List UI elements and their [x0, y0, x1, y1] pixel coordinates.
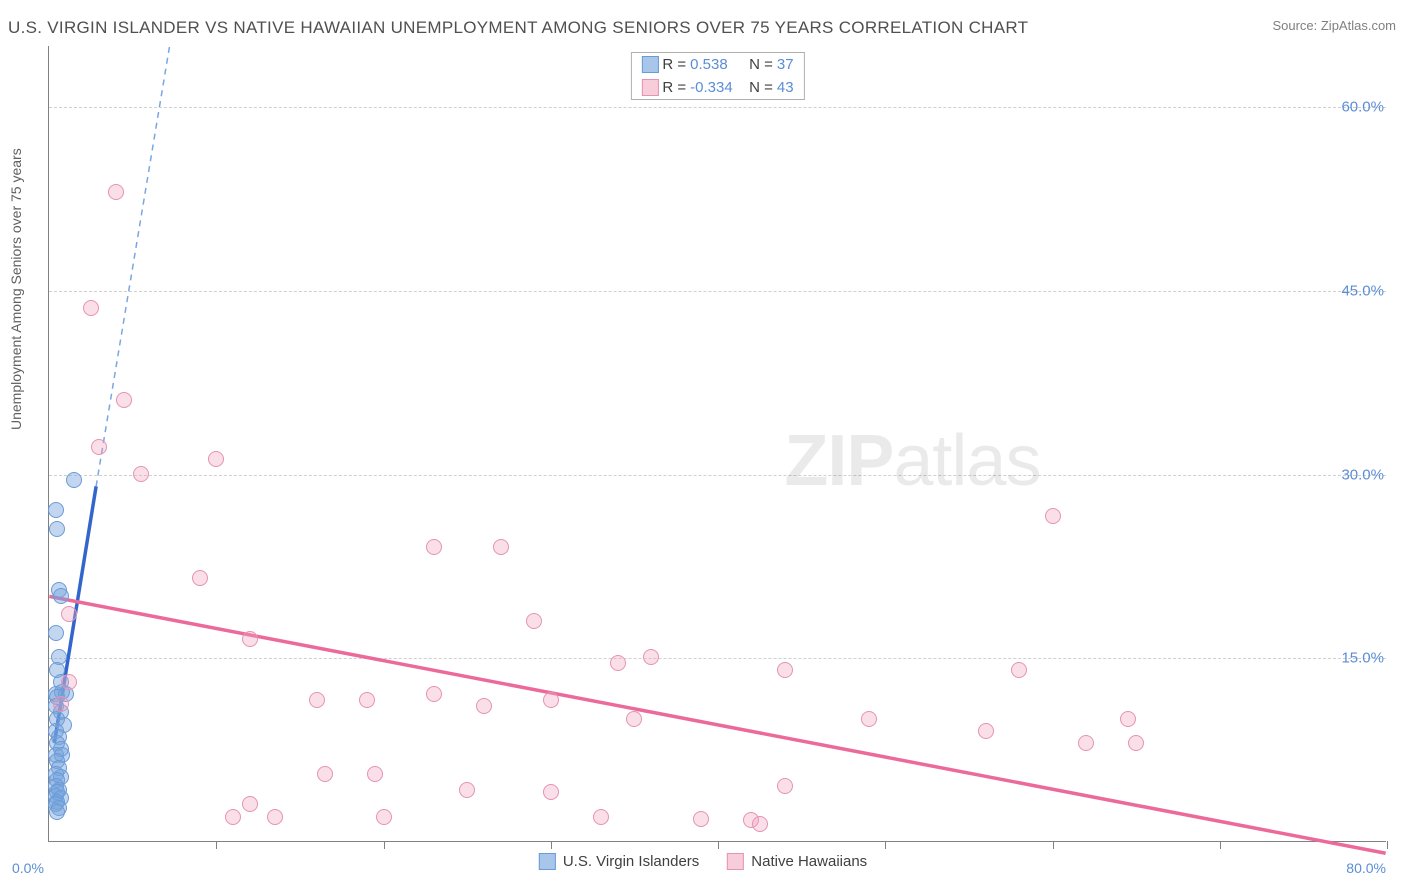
scatter-point: [777, 662, 793, 678]
scatter-point: [49, 804, 65, 820]
scatter-point: [426, 686, 442, 702]
scatter-point: [626, 711, 642, 727]
x-tick: [384, 841, 385, 849]
correlation-legend: R = 0.538 N = 37 R = -0.334 N = 43: [630, 52, 804, 100]
scatter-point: [593, 809, 609, 825]
scatter-points-layer: [49, 46, 1386, 841]
scatter-point: [242, 631, 258, 647]
source-attribution: Source: ZipAtlas.com: [1272, 18, 1396, 33]
scatter-point: [208, 451, 224, 467]
scatter-point: [48, 625, 64, 641]
scatter-point: [693, 811, 709, 827]
scatter-point: [116, 392, 132, 408]
correlation-legend-row: R = 0.538 N = 37: [631, 53, 803, 76]
chart-title: U.S. VIRGIN ISLANDER VS NATIVE HAWAIIAN …: [8, 18, 1028, 38]
x-tick: [1053, 841, 1054, 849]
scatter-point: [53, 696, 69, 712]
scatter-point: [526, 613, 542, 629]
x-axis-origin-label: 0.0%: [12, 860, 44, 876]
scatter-point: [48, 502, 64, 518]
x-axis-max-label: 80.0%: [1346, 860, 1386, 876]
scatter-point: [61, 674, 77, 690]
scatter-point: [376, 809, 392, 825]
legend-swatch: [641, 56, 658, 73]
correlation-legend-row: R = -0.334 N = 43: [631, 76, 803, 99]
scatter-point: [133, 466, 149, 482]
legend-item: Native Hawaiians: [727, 853, 867, 870]
scatter-point: [225, 809, 241, 825]
scatter-point: [1011, 662, 1027, 678]
scatter-point: [493, 539, 509, 555]
x-tick: [216, 841, 217, 849]
scatter-point: [777, 778, 793, 794]
legend-swatch: [727, 853, 744, 870]
scatter-point: [61, 606, 77, 622]
x-tick: [885, 841, 886, 849]
scatter-point: [359, 692, 375, 708]
legend-swatch: [641, 79, 658, 96]
scatter-point: [267, 809, 283, 825]
legend-label: U.S. Virgin Islanders: [563, 853, 699, 870]
scatter-point: [91, 439, 107, 455]
chart-plot-area: ZIPatlas R = 0.538 N = 37 R = -0.334 N =…: [48, 46, 1386, 842]
scatter-point: [309, 692, 325, 708]
scatter-point: [543, 692, 559, 708]
series-legend: U.S. Virgin Islanders Native Hawaiians: [539, 853, 867, 870]
scatter-point: [752, 816, 768, 832]
scatter-point: [978, 723, 994, 739]
scatter-point: [861, 711, 877, 727]
scatter-point: [49, 521, 65, 537]
scatter-point: [1045, 508, 1061, 524]
legend-swatch: [539, 853, 556, 870]
scatter-point: [1120, 711, 1136, 727]
scatter-point: [83, 300, 99, 316]
x-tick: [551, 841, 552, 849]
scatter-point: [476, 698, 492, 714]
scatter-point: [643, 649, 659, 665]
legend-item: U.S. Virgin Islanders: [539, 853, 699, 870]
y-axis-label: Unemployment Among Seniors over 75 years: [8, 148, 24, 430]
scatter-point: [108, 184, 124, 200]
scatter-point: [543, 784, 559, 800]
legend-label: Native Hawaiians: [751, 853, 867, 870]
scatter-point: [242, 796, 258, 812]
scatter-point: [1128, 735, 1144, 751]
scatter-point: [367, 766, 383, 782]
scatter-point: [426, 539, 442, 555]
scatter-point: [317, 766, 333, 782]
scatter-point: [459, 782, 475, 798]
scatter-point: [192, 570, 208, 586]
scatter-point: [610, 655, 626, 671]
x-tick: [1220, 841, 1221, 849]
x-tick: [1387, 841, 1388, 849]
scatter-point: [53, 588, 69, 604]
x-tick: [718, 841, 719, 849]
scatter-point: [66, 472, 82, 488]
scatter-point: [1078, 735, 1094, 751]
